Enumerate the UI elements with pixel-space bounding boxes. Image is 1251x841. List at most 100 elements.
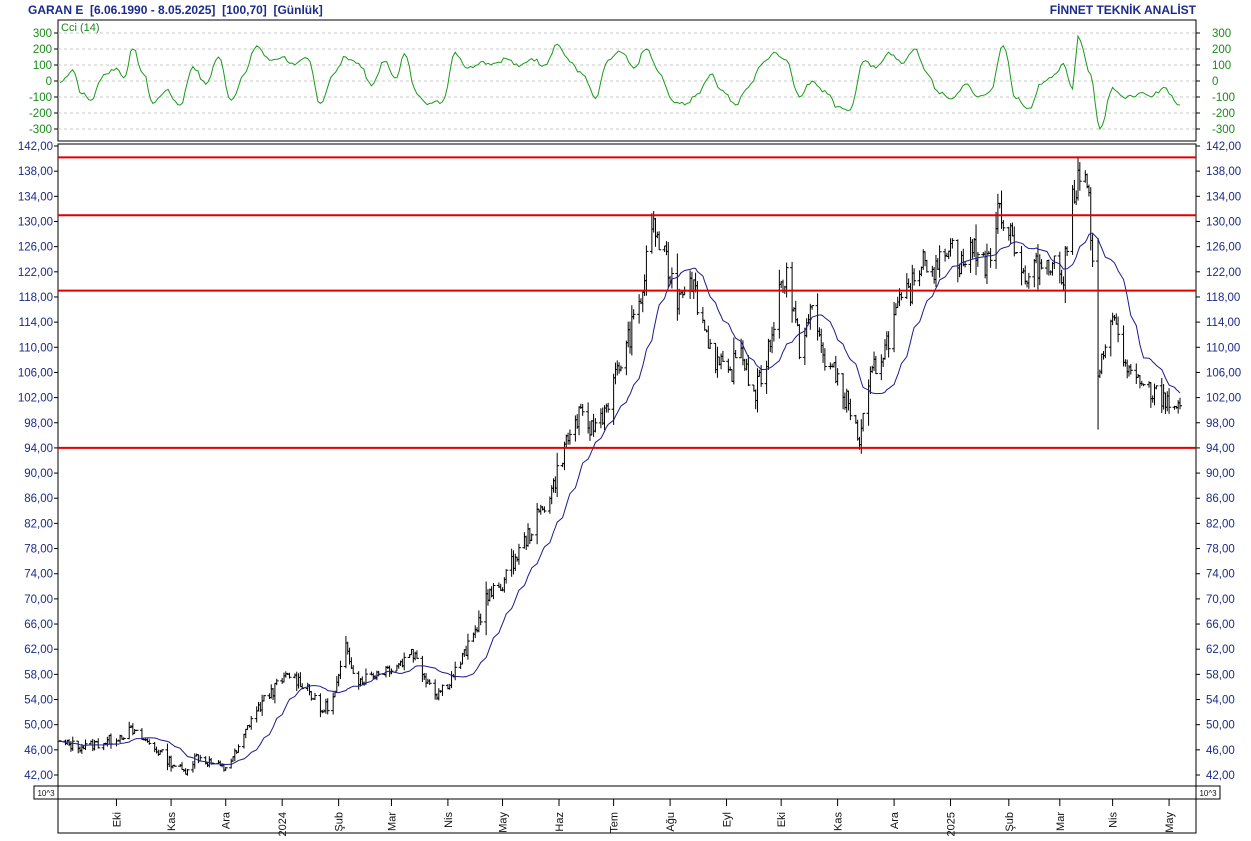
time-tick-label: Şub [334, 812, 346, 832]
price-tick-label: 138,00 [18, 166, 53, 178]
price-tick-label: 126,00 [1206, 242, 1241, 254]
price-tick-label: 74,00 [1206, 569, 1235, 581]
price-tick-label: 134,00 [18, 191, 53, 203]
time-tick-label: 2025 [946, 812, 958, 836]
provider-label: FİNNET TEKNİK ANALİST [1049, 3, 1196, 17]
price-tick-label: 130,00 [18, 216, 53, 228]
cci-tick-label: 0 [1212, 76, 1218, 88]
price-tick-label: 110,00 [19, 342, 53, 354]
price-tick-label: 142,00 [18, 141, 53, 153]
price-tick-label: 70,00 [24, 594, 53, 606]
cci-grid [58, 32, 1196, 130]
time-tick-label: Ara [889, 811, 901, 829]
price-tick-label: 62,00 [1206, 644, 1235, 656]
cci-line [59, 34, 1181, 131]
time-tick-label: May [498, 812, 510, 833]
price-tick-label: 66,00 [24, 619, 53, 631]
cci-tick-label: 0 [46, 76, 52, 88]
price-tick-label: 74,00 [24, 569, 53, 581]
time-tick-label: Nis [443, 812, 455, 828]
price-tick-label: 78,00 [1206, 544, 1235, 556]
price-tick-label: 102,00 [18, 393, 53, 405]
cci-tick-label: 300 [33, 28, 52, 40]
cci-tick-label: 200 [1212, 44, 1231, 56]
time-tick-label: May [1164, 812, 1176, 833]
price-axis-right: 142,00 138,00 134,00 130,00 126,00 122,00 118,… [1196, 141, 1241, 782]
time-tick-label: Mar [1055, 812, 1067, 831]
price-tick-label: 42,00 [24, 770, 53, 782]
price-tick-label: 118,00 [1206, 292, 1240, 304]
price-tick-label: 106,00 [18, 367, 53, 379]
price-tick-label: 98,00 [24, 418, 53, 430]
price-tick-label: 66,00 [1206, 619, 1235, 631]
cci-tick-label: 300 [1212, 28, 1231, 40]
cci-tick-label: -100 [29, 92, 52, 104]
time-tick-label: Tem [609, 812, 621, 833]
price-tick-label: 134,00 [1206, 191, 1241, 203]
price-tick-label: 114,00 [19, 317, 53, 329]
chart-title: GARAN E [6.06.1990 - 8.05.2025] [100,70]… [28, 3, 323, 17]
time-axis-ticks: Eki Kas Ara 2024 Şub Mar Nis May Haz Tem Ağu Eyl Eki… [111, 799, 1176, 836]
price-tick-label: 122,00 [1206, 267, 1241, 279]
horizontal-levels [58, 156, 1196, 449]
time-tick-label: Kas [166, 812, 178, 831]
time-tick-label: Eki [111, 812, 123, 827]
price-tick-label: 122,00 [18, 267, 53, 279]
price-tick-label: 42,00 [1206, 770, 1235, 782]
time-tick-label: Şub [1004, 812, 1016, 832]
time-tick-label: Kas [833, 812, 845, 831]
price-tick-label: 94,00 [24, 443, 53, 455]
cci-axis-left: 300 200 100 0 -100 -200 -300 [29, 28, 58, 136]
cci-tick-label: -300 [29, 124, 52, 136]
time-tick-label: Eyl [722, 812, 734, 827]
price-tick-label: 86,00 [1206, 493, 1235, 505]
price-axis-left: 142,00 138,00 134,00 130,00 126,00 122,00 118,… [18, 141, 58, 782]
time-tick-label: 2024 [277, 812, 289, 836]
cci-label: Cci (14) [61, 22, 100, 34]
cci-tick-label: 100 [33, 60, 52, 72]
price-panel: 142,00 138,00 134,00 130,00 126,00 122,00 118,… [18, 141, 1241, 787]
price-tick-label: 86,00 [24, 493, 53, 505]
cci-tick-label: -200 [1212, 108, 1235, 120]
price-tick-label: 82,00 [1206, 518, 1235, 530]
price-tick-label: 50,00 [1206, 720, 1235, 732]
scale-box-left: 10^3 [33, 785, 59, 800]
cci-panel: 300 200 100 0 -100 -200 -300 300 200 100 0 -100 -20… [29, 19, 1235, 142]
cci-tick-label: -300 [1212, 124, 1235, 136]
price-tick-label: 46,00 [1206, 745, 1235, 757]
price-tick-label: 54,00 [24, 695, 53, 707]
price-tick-label: 138,00 [1206, 166, 1241, 178]
price-tick-label: 90,00 [1206, 468, 1235, 480]
price-tick-label: 130,00 [1206, 216, 1241, 228]
price-frame [57, 143, 1197, 787]
price-tick-label: 58,00 [24, 669, 53, 681]
cci-axis-right: 300 200 100 0 -100 -200 -300 [1196, 28, 1235, 136]
time-axis-frame [57, 798, 1197, 834]
price-tick-label: 62,00 [24, 644, 53, 656]
price-tick-label: 90,00 [24, 468, 53, 480]
scale-box-right: 10^3 [1195, 785, 1221, 800]
scale-label-right: 10^3 [1199, 789, 1217, 798]
time-axis: Eki Kas Ara 2024 Şub Mar Nis May Haz Tem Ağu Eyl Eki… [57, 798, 1197, 836]
price-tick-label: 46,00 [24, 745, 53, 757]
price-tick-label: 50,00 [24, 720, 53, 732]
price-tick-label: 106,00 [1206, 367, 1241, 379]
price-tick-label: 98,00 [1206, 418, 1235, 430]
price-tick-label: 114,00 [1206, 317, 1240, 329]
time-tick-label: Ara [221, 811, 233, 829]
time-tick-label: Nis [1108, 812, 1120, 828]
cci-tick-label: 200 [33, 44, 52, 56]
time-tick-label: Ağu [665, 812, 677, 832]
scale-label-left: 10^3 [37, 789, 55, 798]
price-tick-label: 54,00 [1206, 695, 1235, 707]
moving-average-line [59, 232, 1181, 766]
price-tick-label: 58,00 [1206, 669, 1235, 681]
price-tick-label: 78,00 [24, 544, 53, 556]
cci-tick-label: 100 [1212, 60, 1231, 72]
price-tick-label: 142,00 [1206, 141, 1241, 153]
time-tick-label: Eki [776, 812, 788, 827]
price-tick-label: 118,00 [19, 292, 53, 304]
time-tick-label: Haz [554, 812, 566, 832]
price-tick-label: 94,00 [1206, 443, 1235, 455]
